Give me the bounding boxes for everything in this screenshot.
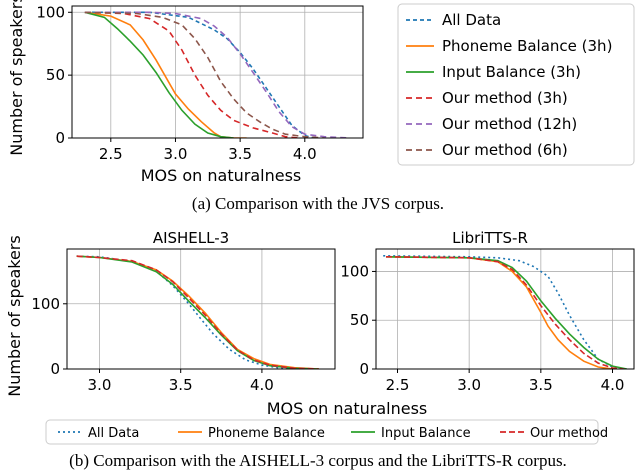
libritts-chart: LibriTTS-R 2.5 3.0 3.5 4.0 0 50 100 xyxy=(340,229,635,394)
aishell-series-input-balance xyxy=(76,255,319,369)
aishell-lines xyxy=(76,255,319,369)
b-legend-label-all-data: All Data xyxy=(88,426,139,441)
libritts-plot-frame xyxy=(375,248,635,370)
jvs-y-axis-label: Number of speakers xyxy=(7,0,26,156)
aishell-series-all-data xyxy=(76,255,311,369)
jvs-lines xyxy=(84,11,351,138)
b-legend-frame xyxy=(45,419,599,445)
libritts-series-all-data xyxy=(383,255,620,369)
libritts-y-tick-label: 100 xyxy=(340,262,369,280)
jvs-series-our-method-6h xyxy=(84,11,325,138)
jvs-legend-label-phoneme-balance-3h: Phoneme Balance (3h) xyxy=(442,37,612,55)
libritts-title: LibriTTS-R xyxy=(452,229,528,247)
aishell-plot-frame xyxy=(66,248,336,370)
aishell-x-tick-label: 3.5 xyxy=(169,376,193,394)
b-y-axis-label: Number of speakers xyxy=(5,235,24,396)
libritts-x-tick-label: 2.5 xyxy=(386,376,410,394)
libritts-ticks: 2.5 3.0 3.5 4.0 0 50 100 xyxy=(340,262,624,394)
jvs-legend-label-our-method-3h: Our method (3h) xyxy=(442,89,568,107)
libritts-y-tick-label: 50 xyxy=(350,311,369,329)
jvs-ticks: 2.5 3.0 3.5 4.0 0 50 100 xyxy=(36,3,316,163)
caption-a: (a) Comparison with the JVS corpus. xyxy=(192,194,444,213)
jvs-legend-label-all-data: All Data xyxy=(442,11,501,29)
aishell-title: AISHELL-3 xyxy=(153,229,229,247)
aishell-x-tick-label: 3.0 xyxy=(88,376,112,394)
aishell-chart: AISHELL-3 3.0 3.5 4.0 0 100 xyxy=(31,229,336,394)
jvs-x-tick-label: 2.5 xyxy=(99,145,123,163)
aishell-ticks: 3.0 3.5 4.0 0 100 xyxy=(31,295,273,394)
jvs-x-tick-label: 3.5 xyxy=(228,145,252,163)
jvs-y-tick-label: 0 xyxy=(55,129,65,147)
jvs-grid xyxy=(72,6,363,139)
libritts-lines xyxy=(383,255,627,369)
jvs-legend-frame xyxy=(397,3,635,166)
b-legend-label-phoneme-balance: Phoneme Balance xyxy=(208,426,325,441)
jvs-legend-label-our-method-6h: Our method (6h) xyxy=(442,141,568,159)
jvs-series-our-method-12h xyxy=(84,11,351,138)
libritts-x-tick-label: 3.0 xyxy=(457,376,481,394)
jvs-chart: 2.5 3.0 3.5 4.0 0 50 100 MOS on naturalness Nu… xyxy=(7,0,635,185)
b-legend-label-our-method: Our method xyxy=(530,426,608,441)
jvs-plot-frame xyxy=(71,5,364,139)
libritts-y-tick-label: 0 xyxy=(359,360,369,378)
jvs-legend-label-input-balance-3h: Input Balance (3h) xyxy=(442,63,581,81)
aishell-x-tick-label: 4.0 xyxy=(250,376,274,394)
jvs-y-tick-label: 100 xyxy=(36,3,65,21)
b-legend: All Data Phoneme Balance Input Balance Our … xyxy=(45,419,608,445)
jvs-y-tick-label: 50 xyxy=(46,66,65,84)
jvs-x-tick-label: 4.0 xyxy=(293,145,317,163)
b-legend-label-input-balance: Input Balance xyxy=(381,426,471,441)
jvs-legend-label-our-method-12h: Our method (12h) xyxy=(442,115,577,133)
aishell-series-our-method xyxy=(76,255,319,369)
jvs-series-our-method-3h xyxy=(84,11,299,138)
jvs-series-input-balance-3h xyxy=(84,11,234,138)
aishell-y-tick-label: 100 xyxy=(31,295,60,313)
b-x-axis-label: MOS on naturalness xyxy=(267,399,428,418)
aishell-y-tick-label: 0 xyxy=(50,360,60,378)
aishell-series-phoneme-balance xyxy=(76,255,319,369)
libritts-series-input-balance xyxy=(385,256,627,369)
libritts-x-tick-label: 3.5 xyxy=(529,376,553,394)
jvs-x-tick-label: 3.0 xyxy=(164,145,188,163)
libritts-series-phoneme-balance xyxy=(385,256,613,369)
jvs-x-axis-label: MOS on naturalness xyxy=(141,166,302,185)
jvs-legend: All Data Phoneme Balance (3h) Input Balanc… xyxy=(397,3,635,166)
libritts-x-tick-label: 4.0 xyxy=(601,376,625,394)
caption-b: (b) Comparison with the AISHELL-3 corpus… xyxy=(69,451,567,470)
